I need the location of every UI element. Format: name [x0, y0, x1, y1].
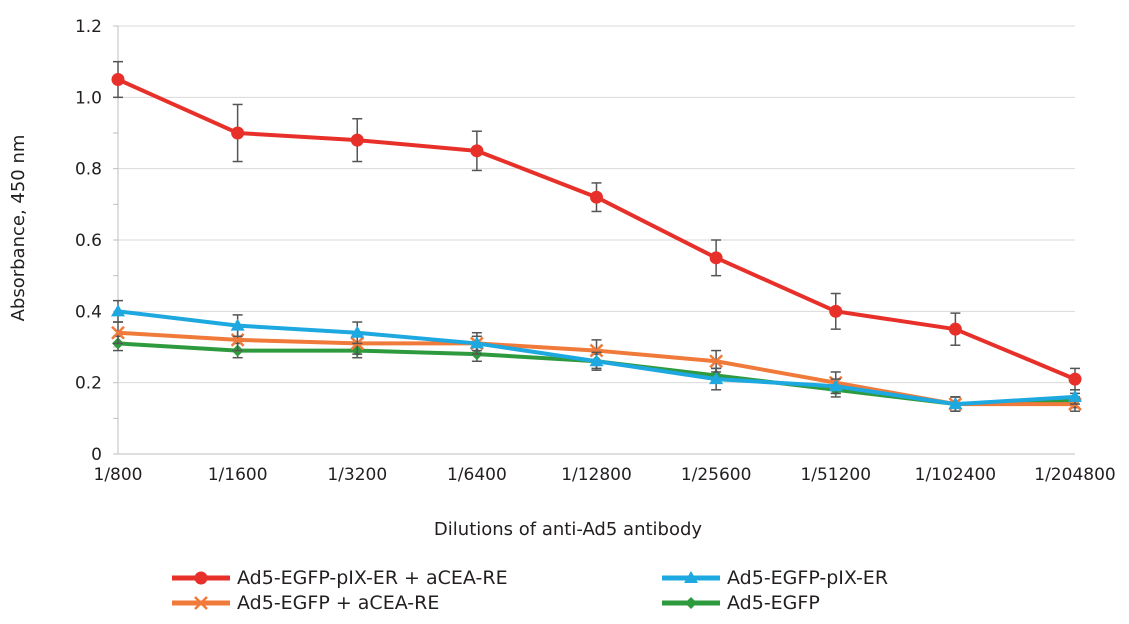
series-1 — [111, 60, 1082, 391]
legend-label: Ad5-EGFP-pIX-ER + aCEA-RE — [237, 567, 508, 589]
x-tick-label: 1/12800 — [561, 465, 632, 485]
data-point — [948, 397, 963, 410]
series-2 — [111, 299, 1082, 412]
legend-marker — [194, 571, 208, 585]
x-tick-labels: 1/800 1/1600 1/3200 1/6400 1/12800 1/25600 1/5… — [94, 465, 1116, 485]
y-tick-label: 1.2 — [75, 17, 102, 37]
legend-item: Ad5-EGFP — [662, 592, 820, 614]
legend: Ad5-EGFP-pIX-ER + aCEA-RE Ad5-EGFP-pIX-ER… — [172, 567, 888, 614]
legend-label: Ad5-EGFP + aCEA-RE — [237, 592, 439, 614]
data-point — [470, 144, 484, 158]
data-point — [948, 322, 962, 336]
x-tick-label: 1/51200 — [800, 465, 871, 485]
x-tick-label: 1/3200 — [327, 465, 387, 485]
x-tick-label: 1/800 — [94, 465, 143, 485]
series-layer — [111, 60, 1082, 412]
data-point — [709, 251, 723, 265]
legend-item: Ad5-EGFP-pIX-ER + aCEA-RE — [172, 567, 508, 589]
legend-marker — [685, 597, 697, 609]
legend-marker — [684, 571, 698, 583]
y-tick-label: 0.4 — [75, 302, 102, 322]
data-point — [709, 372, 724, 385]
legend-item: Ad5-EGFP + aCEA-RE — [172, 592, 439, 614]
data-point — [590, 190, 603, 204]
legend-marker — [194, 596, 208, 610]
data-point — [589, 354, 604, 367]
x-tick-label: 1/1600 — [208, 465, 268, 485]
data-point — [1068, 389, 1082, 402]
x-tick-label: 1/6400 — [447, 465, 507, 485]
data-point — [350, 133, 364, 147]
x-axis-title: Dilutions of anti-Ad5 antibody — [434, 519, 702, 540]
data-point — [589, 343, 604, 358]
legend-label: Ad5-EGFP-pIX-ER — [727, 567, 888, 589]
data-point — [709, 354, 724, 369]
data-point — [231, 126, 245, 140]
x-tick-label: 1/25600 — [681, 465, 752, 485]
y-axis-title: Absorbance, 450 nm — [8, 135, 29, 322]
legend-label: Ad5-EGFP — [727, 592, 820, 614]
data-point — [111, 325, 125, 340]
y-tick-labels: 0 0.2 0.4 0.6 0.8 1.0 1.2 — [75, 17, 102, 465]
data-point — [111, 73, 125, 86]
y-tick-label: 0.2 — [75, 374, 102, 394]
y-tick-label: 1.0 — [75, 88, 102, 108]
data-point — [350, 325, 365, 338]
data-point — [469, 336, 484, 349]
legend-item: Ad5-EGFP-pIX-ER — [662, 567, 888, 589]
y-tick-label: 0.6 — [75, 231, 102, 251]
y-tick-label: 0.8 — [75, 160, 102, 180]
data-point — [111, 304, 125, 317]
data-point — [828, 379, 843, 392]
series-line — [117, 77, 1076, 381]
y-tick-label: 0 — [91, 445, 102, 465]
x-tick-label: 1/204800 — [1034, 465, 1115, 485]
data-point — [1068, 372, 1082, 386]
gridlines — [118, 25, 1075, 384]
x-tick-label: 1/102400 — [915, 465, 996, 485]
data-point — [829, 304, 843, 318]
data-point — [230, 318, 245, 331]
